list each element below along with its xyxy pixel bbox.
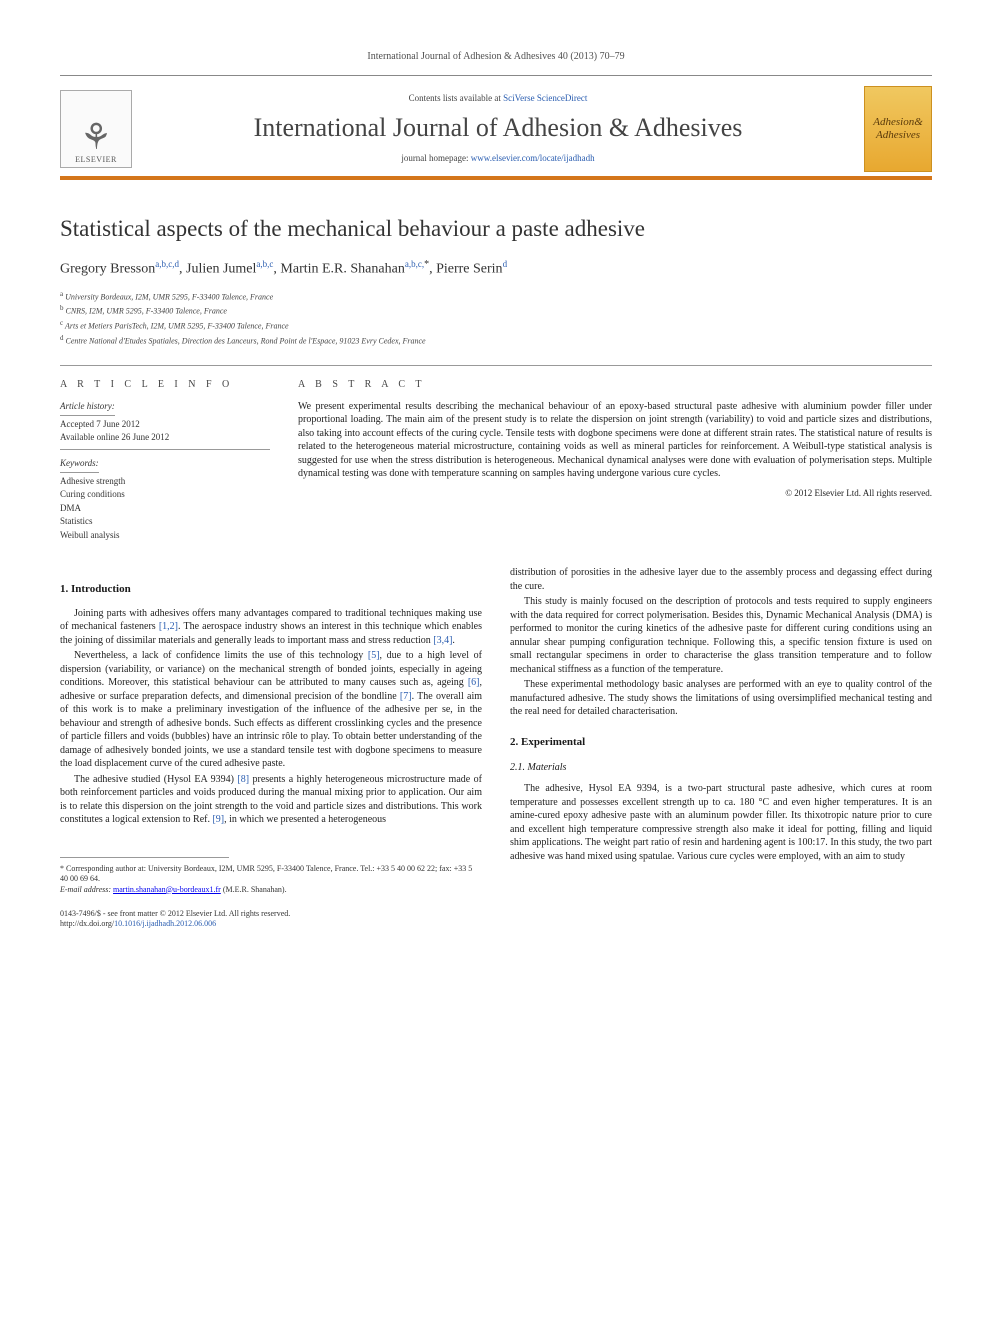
- tree-icon: ⚘: [80, 119, 112, 155]
- citation-link[interactable]: [9]: [212, 814, 224, 825]
- section-heading: 1. Introduction: [60, 582, 482, 596]
- authors: Gregory Bressona,b,c,d, Julien Jumela,b,…: [60, 258, 932, 279]
- affil-text: CNRS, I2M, UMR 5295, F-33400 Talence, Fr…: [66, 307, 227, 316]
- article-info-heading: A R T I C L E I N F O: [60, 378, 270, 391]
- para: The adhesive, Hysol EA 9394, is a two-pa…: [510, 782, 932, 863]
- body-columns: 1. Introduction Joining parts with adhes…: [60, 566, 932, 929]
- right-column: distribution of porosities in the adhesi…: [510, 566, 932, 929]
- keyword: DMA: [60, 502, 270, 516]
- affil-sup: c: [60, 319, 63, 327]
- keyword: Statistics: [60, 515, 270, 529]
- issn-line: 0143-7496/$ - see front matter © 2012 El…: [60, 909, 482, 919]
- journal-cover: Adhesion& Adhesives: [864, 86, 932, 172]
- abstract-heading: A B S T R A C T: [298, 378, 932, 392]
- para: distribution of porosities in the adhesi…: [510, 566, 932, 593]
- section-heading: 2. Experimental: [510, 735, 932, 749]
- keyword: Adhesive strength: [60, 475, 270, 489]
- corresponding-footnote: * Corresponding author at: University Bo…: [60, 864, 482, 885]
- author-link[interactable]: Martin E.R. Shanahan: [280, 262, 404, 277]
- author-affil-sup: a,b,c,: [405, 259, 424, 269]
- author-name: Pierre Serin: [436, 262, 502, 277]
- para: This study is mainly focused on the desc…: [510, 595, 932, 676]
- footnote-separator: [60, 857, 229, 864]
- homepage-prefix: journal homepage:: [401, 153, 470, 163]
- author-name: Julien Jumel: [186, 262, 256, 277]
- affil-sup: b: [60, 304, 64, 312]
- affil-text: Arts et Metiers ParisTech, I2M, UMR 5295…: [65, 322, 289, 331]
- keyword: Weibull analysis: [60, 529, 270, 543]
- keyword: Curing conditions: [60, 488, 270, 502]
- homepage-link[interactable]: www.elsevier.com/locate/ijadhadh: [471, 153, 595, 163]
- publisher-name: ELSEVIER: [75, 155, 117, 165]
- keywords-label: Keywords:: [60, 458, 99, 473]
- online-date: Available online 26 June 2012: [60, 431, 270, 444]
- journal-name: International Journal of Adhesion & Adhe…: [146, 111, 850, 145]
- email-label: E-mail address:: [60, 885, 113, 894]
- doi-link[interactable]: 10.1016/j.ijadhadh.2012.06.006: [114, 919, 216, 928]
- article-info-left: A R T I C L E I N F O Article history: A…: [60, 378, 270, 542]
- doi-line: http://dx.doi.org/10.1016/j.ijadhadh.201…: [60, 919, 482, 929]
- author-name: Martin E.R. Shanahan: [280, 262, 404, 277]
- author-affil-sup: a,b,c: [256, 259, 273, 269]
- contents-line: Contents lists available at SciVerse Sci…: [146, 93, 850, 105]
- citation-link[interactable]: [1,2]: [159, 621, 178, 632]
- masthead-center: Contents lists available at SciVerse Sci…: [146, 93, 850, 164]
- history-label: Article history:: [60, 401, 115, 416]
- cover-line2: Adhesives: [876, 129, 920, 142]
- affiliations: a University Bordeaux, I2M, UMR 5295, F-…: [60, 289, 932, 348]
- author-name: Gregory Bresson: [60, 262, 155, 277]
- journal-citation: International Journal of Adhesion & Adhe…: [60, 50, 932, 63]
- homepage-line: journal homepage: www.elsevier.com/locat…: [146, 153, 850, 165]
- author-affil-sup: d: [503, 259, 508, 269]
- citation-link[interactable]: [5]: [368, 650, 380, 661]
- left-column: 1. Introduction Joining parts with adhes…: [60, 566, 482, 929]
- copyright: © 2012 Elsevier Ltd. All rights reserved…: [298, 487, 932, 499]
- citation-link[interactable]: [3,4]: [433, 635, 452, 646]
- email-link[interactable]: martin.shanahan@u-bordeaux1.fr: [113, 885, 221, 894]
- affil-text: Centre National d'Etudes Spatiales, Dire…: [66, 336, 426, 345]
- elsevier-logo: ⚘ ELSEVIER: [60, 90, 132, 168]
- author-link[interactable]: Gregory Bresson: [60, 262, 155, 277]
- corresponding-star-icon: *: [424, 259, 429, 270]
- masthead: ⚘ ELSEVIER Contents lists available at S…: [60, 75, 932, 180]
- accepted-date: Accepted 7 June 2012: [60, 418, 270, 431]
- contents-prefix: Contents lists available at: [409, 93, 503, 103]
- abstract-text: We present experimental results describi…: [298, 400, 932, 481]
- author-link[interactable]: Pierre Serin: [436, 262, 502, 277]
- article-info-block: A R T I C L E I N F O Article history: A…: [60, 365, 932, 542]
- para: These experimental methodology basic ana…: [510, 678, 932, 719]
- author-affil-sup: a,b,c,d: [155, 259, 179, 269]
- affil-sup: d: [60, 334, 64, 342]
- star-icon: *: [60, 864, 64, 873]
- abstract-block: A B S T R A C T We present experimental …: [298, 378, 932, 542]
- citation-link[interactable]: [7]: [400, 691, 412, 702]
- citation-link[interactable]: [6]: [468, 677, 480, 688]
- author-link[interactable]: Julien Jumel: [186, 262, 256, 277]
- email-footnote: E-mail address: martin.shanahan@u-bordea…: [60, 885, 482, 895]
- article-title: Statistical aspects of the mechanical be…: [60, 214, 932, 244]
- para: Joining parts with adhesives offers many…: [60, 607, 482, 648]
- cover-line1: Adhesion&: [873, 116, 923, 129]
- keywords-list: Adhesive strength Curing conditions DMA …: [60, 475, 270, 543]
- para: Nevertheless, a lack of confidence limit…: [60, 649, 482, 771]
- affil-text: University Bordeaux, I2M, UMR 5295, F-33…: [65, 292, 273, 301]
- subsection-heading: 2.1. Materials: [510, 761, 932, 774]
- sciencedirect-link[interactable]: SciVerse ScienceDirect: [503, 93, 587, 103]
- para: The adhesive studied (Hysol EA 9394) [8]…: [60, 773, 482, 827]
- citation-link[interactable]: [8]: [237, 774, 249, 785]
- affil-sup: a: [60, 290, 63, 298]
